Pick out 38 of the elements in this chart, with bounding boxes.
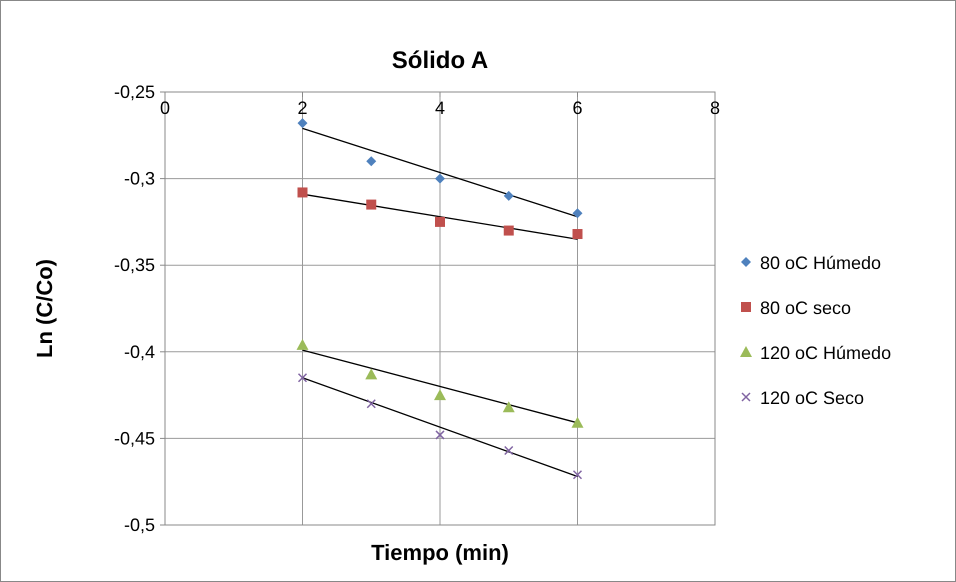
x-tick-label: 6 (572, 98, 583, 118)
y-tick-label: -0,25 (114, 82, 155, 102)
point (366, 156, 376, 166)
point (504, 190, 514, 201)
point (435, 430, 445, 440)
legend-label: 80 oC seco (760, 298, 852, 318)
x-tick-label: 8 (710, 98, 720, 118)
point (572, 208, 582, 218)
legend-label: 120 oC Seco (760, 388, 864, 408)
point (298, 118, 308, 128)
x-axis-title: Tiempo (min) (371, 540, 509, 565)
point (298, 373, 308, 383)
x-tick-label: 0 (160, 98, 170, 118)
y-tick-label: -0,3 (124, 168, 155, 189)
point (435, 216, 445, 227)
point (504, 226, 514, 236)
point (366, 200, 376, 210)
point (572, 470, 582, 480)
y-tick-label: -0,45 (114, 428, 155, 448)
x-tick-label: 4 (434, 98, 446, 118)
point (572, 416, 584, 428)
point (434, 389, 446, 400)
point (502, 401, 515, 412)
y-tick-label: -0,35 (114, 255, 155, 276)
x-tick-label: 2 (297, 98, 308, 118)
point (435, 174, 445, 184)
y-tick-label: -0,4 (124, 342, 155, 362)
y-tick-label: -0,5 (124, 515, 155, 535)
y-axis-title: Ln (C/Co) (32, 259, 57, 358)
legend-label: 120 oC Húmedo (760, 343, 892, 363)
point (296, 338, 308, 350)
legend-label: 80 oC Húmedo (760, 253, 882, 273)
point (504, 446, 514, 456)
chart-title: Sólido A (392, 47, 488, 74)
point (365, 368, 378, 380)
point (572, 229, 582, 240)
point (366, 399, 376, 409)
point (298, 187, 308, 198)
